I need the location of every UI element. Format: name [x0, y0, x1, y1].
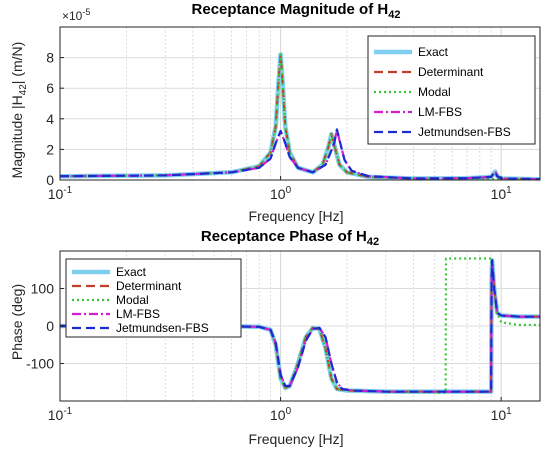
x-tick-label: 101 [491, 185, 513, 202]
magnitude-series [60, 52, 540, 180]
series-line-modal [60, 53, 540, 180]
phase-title: Receptance Phase of H42 [201, 228, 379, 248]
magnitude-title: Receptance Magnitude of H42 [192, 1, 401, 21]
x-tick-label: 101 [491, 406, 513, 423]
magnitude-panel: Receptance Magnitude of H42 ×10-5 10-1 10… [9, 1, 541, 224]
phase-panel: Receptance Phase of H42 10-1 100 101-10001… [9, 228, 541, 447]
legend-label: Modal [418, 85, 451, 99]
x-tick-label: 100 [270, 406, 292, 423]
legend-label: Determinant [116, 279, 182, 293]
phase-series [60, 257, 540, 394]
legend-label: Modal [116, 293, 149, 307]
legend-label: Exact [418, 45, 449, 59]
phase-legend: ExactDeterminantModalLM-FBSJetmundsen-FB… [65, 258, 242, 338]
magnitude-legend: Exact Determinant Modal LM-FBS Jetmundsen-FB… [367, 35, 536, 145]
legend-label: LM-FBS [116, 307, 160, 321]
phase-y-label: Phase (deg) [9, 284, 25, 360]
y-tick-label: 8 [46, 50, 54, 66]
x-tick-label: 10-1 [48, 185, 73, 202]
legend-label: Exact [116, 265, 147, 279]
phase-x-label: Frequency [Hz] [249, 431, 344, 447]
magnitude-axes-box [59, 26, 541, 181]
y-tick-label: -100 [26, 356, 54, 372]
magnitude-y-exponent: ×10-5 [62, 7, 90, 23]
series-line-jetmundsen-fbs [60, 259, 540, 393]
x-tick-label: 10-1 [48, 406, 73, 423]
series-line-jetmundsen-fbs [60, 128, 540, 180]
y-tick-label: 4 [46, 111, 54, 127]
y-tick-label: 100 [31, 281, 55, 297]
y-tick-label: 0 [46, 318, 54, 334]
phase-tick-labels: 10-1 100 101 -100 0 100 [26, 281, 512, 424]
legend-label: LM-FBS [418, 105, 462, 119]
magnitude-x-label: Frequency [Hz] [249, 208, 344, 224]
y-tick-label: 6 [46, 80, 54, 96]
x-tick-label: 100 [270, 185, 292, 202]
magnitude-y-label: Magnitude |H42| (m/N) [9, 42, 29, 179]
magnitude-tick-labels: 10-1 100 101 0 2 4 6 8 [46, 50, 512, 202]
y-tick-label: 2 [46, 141, 54, 157]
legend-label: Jetmundsen-FBS [418, 125, 511, 139]
legend-label: Jetmundsen-FBS [116, 321, 209, 335]
legend-label: Determinant [418, 65, 484, 79]
y-tick-label: 0 [46, 172, 54, 188]
